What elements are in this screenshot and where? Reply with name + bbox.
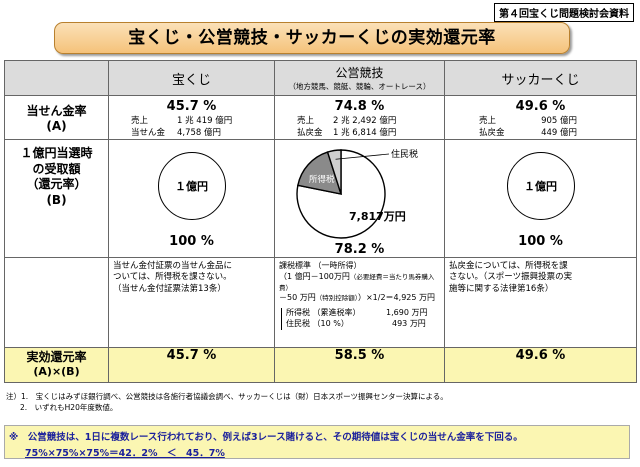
tax-base: 課税標準 （一時所得） <box>279 261 362 270</box>
row2-soccer: １億円 100 % <box>444 139 637 258</box>
row4-label-sub: (A)×(B) <box>33 365 80 378</box>
col-koei-title: 公営競技 <box>335 66 384 80</box>
row2-label-l1: １億円当選時 <box>20 146 93 160</box>
payout-label: 払戻金 <box>479 128 505 138</box>
return-pct: 100 % <box>169 234 214 249</box>
note-line: 施等に関する法律第16条） <box>449 283 554 294</box>
circle-label: １億円 <box>524 180 557 193</box>
prize-label: 当せん金 <box>131 128 166 138</box>
row1-soccer: 49.6 % 売上 905 億円 払戻金 449 億円 <box>444 95 637 140</box>
row4-label: 実効還元率 (A)×(B) <box>4 347 109 383</box>
effective-rate-soccer: 49.6 % <box>444 347 637 383</box>
col-koei-subtitle: （地方競馬、競艇、競輪、オートレース） <box>288 82 431 91</box>
row3-label <box>4 257 109 348</box>
bottom-note-line2: 75%×75%×75%＝42．2% ＜ 45．7% <box>25 448 225 459</box>
row3-soccer: 払戻金については、所得税を課 さない。（スポーツ振興投票の実 施等に関する法律第… <box>444 257 637 348</box>
row4-label-main: 実効還元率 <box>26 350 87 364</box>
return-pct: 78.2 % <box>334 242 385 257</box>
formula-result: ）×1/2＝4,925 万円 <box>357 293 436 303</box>
sales-label: 売上 <box>131 116 149 126</box>
row1-label-main: 当せん金率 <box>26 104 87 118</box>
full-amount-circle: １億円 <box>506 152 575 220</box>
note-line: さない。（スポーツ振興投票の実 <box>449 272 573 283</box>
sales-value: 1 兆 419 億円 <box>177 116 233 126</box>
header-empty <box>4 60 109 96</box>
row2-koei: 7,817万円 所得税 住民税 78.2 % <box>274 139 445 258</box>
row1-takarakuji: 45.7 % 売上 1 兆 419 億円 当せん金 4,758 億円 <box>108 95 275 140</box>
tax-formula-1: （1 億円－100万円（必要経費＝当たり馬券購入費） <box>279 272 440 294</box>
row1-label-sub: (A) <box>46 119 67 133</box>
row1-koei: 74.8 % 売上 2 兆 2,492 億円 払戻金 1 兆 6,814 億円 <box>274 95 445 140</box>
payout-label: 払戻金 <box>297 128 323 138</box>
income-tax-value: 1,690 万円 <box>386 308 428 318</box>
return-pct: 100 % <box>518 234 563 249</box>
payout-value: 1 兆 6,814 億円 <box>333 128 397 138</box>
row3-koei: 課税標準 （一時所得） （1 億円－100万円（必要経費＝当たり馬券購入費） －… <box>274 257 445 348</box>
tax-pie-chart: 7,817万円 所得税 住民税 <box>296 148 418 239</box>
page-title: 宝くじ・公営競技・サッカーくじの実効還元率 <box>54 22 570 54</box>
col-soccer: サッカーくじ <box>444 60 637 96</box>
rate-value: 49.6 % <box>515 99 566 114</box>
pie-label-net-amount: 7,817万円 <box>349 210 406 223</box>
rate-value: 45.7 % <box>166 99 217 114</box>
resident-tax-row: 住民税 （10 %） 493 万円 <box>286 319 440 330</box>
row-payout-rate: 当せん金率 (A) 45.7 % 売上 1 兆 419 億円 当せん金 4,758 … <box>4 95 637 140</box>
note-line: 払戻金については、所得税を課 <box>449 261 568 271</box>
row-effective-rate: 実効還元率 (A)×(B) 45.7 % 58.5 % 49.6 % <box>4 347 637 383</box>
bottom-note: ※ 公営競技は、1日に複数レース行われており、例えば3レース賭けると、その期待値… <box>4 425 630 459</box>
tax-formula-2: －50 万円（特別控除額））×1/2＝4,925 万円 <box>279 293 440 304</box>
note-line: 当せん金付証票の当せん金品に <box>113 261 233 271</box>
pie-slice-resident-tax <box>326 149 342 195</box>
col-takarakuji: 宝くじ <box>108 60 275 96</box>
row2-label-l3: （還元率） <box>26 177 87 192</box>
row2-label-l4: (B) <box>46 192 67 207</box>
full-amount-circle: １億円 <box>157 152 226 220</box>
sales-label: 売上 <box>297 116 315 126</box>
note-line: ついては、所得税を課さない。 <box>113 272 232 283</box>
row1-label: 当せん金率 (A) <box>4 95 109 140</box>
formula-note: （必要経費＝当たり馬券購入費） <box>279 272 435 292</box>
pie-leader-line <box>335 153 390 160</box>
note-line: （当せん金付証票法第13条） <box>113 283 226 294</box>
bottom-note-line1: ※ 公営競技は、1日に複数レース行われており、例えば3レース賭けると、その期待値… <box>9 432 523 443</box>
footnote-2: 2. いずれもH20年度数値。 <box>20 403 118 412</box>
row2-label-l2: の受取額 <box>32 161 81 176</box>
formula-note: （特別控除額） <box>315 294 358 303</box>
resident-tax-value: 493 万円 <box>392 318 426 328</box>
comparison-table: 宝くじ 公営競技 （地方競馬、競艇、競輪、オートレース） サッカーくじ 当せん金… <box>4 60 637 383</box>
document-tag: 第４回宝くじ問題検討会資料 <box>494 3 634 22</box>
effective-rate-takarakuji: 45.7 % <box>108 347 275 383</box>
header-row: 宝くじ 公営競技 （地方競馬、競艇、競輪、オートレース） サッカーくじ <box>4 60 637 96</box>
effective-rate-koei: 58.5 % <box>274 347 445 383</box>
formula-part: －50 万円 <box>279 293 316 303</box>
sales-label: 売上 <box>479 116 497 126</box>
row-received-amount: １億円当選時 の受取額 （還元率） (B) １億円 100 % 7,817万円 所… <box>4 139 637 258</box>
circle-label: １億円 <box>175 180 208 193</box>
footnote-1: 注）1. 宝くじはみずほ銀行調べ、公営競技は各施行者協議会調べ、サッカーくじは（… <box>6 392 448 401</box>
row2-takarakuji: １億円 100 % <box>108 139 275 258</box>
payout-value: 449 億円 <box>541 128 577 138</box>
row-tax-notes: 当せん金付証票の当せん金品に ついては、所得税を課さない。 （当せん金付証票法第… <box>4 257 637 348</box>
income-tax-row: 所得税 （累進税率） 1,690 万円 <box>286 308 440 319</box>
sales-value: 2 兆 2,492 億円 <box>333 116 397 126</box>
rate-value: 74.8 % <box>334 99 385 114</box>
resident-tax-label: 住民税 （10 %） <box>286 318 349 328</box>
prize-value: 4,758 億円 <box>177 128 222 138</box>
income-tax-label: 所得税 （累進税率） <box>286 308 361 318</box>
col-koei: 公営競技 （地方競馬、競艇、競輪、オートレース） <box>274 60 445 96</box>
row3-takarakuji: 当せん金付証票の当せん金品に ついては、所得税を課さない。 （当せん金付証票法第… <box>108 257 275 348</box>
sales-value: 905 億円 <box>541 116 577 126</box>
row2-label: １億円当選時 の受取額 （還元率） (B) <box>4 139 109 258</box>
pie-label-resident-tax: 住民税 <box>391 148 418 160</box>
formula-part: （1 億円－100万円 <box>279 271 350 281</box>
pie-label-income-tax: 所得税 <box>309 174 335 185</box>
